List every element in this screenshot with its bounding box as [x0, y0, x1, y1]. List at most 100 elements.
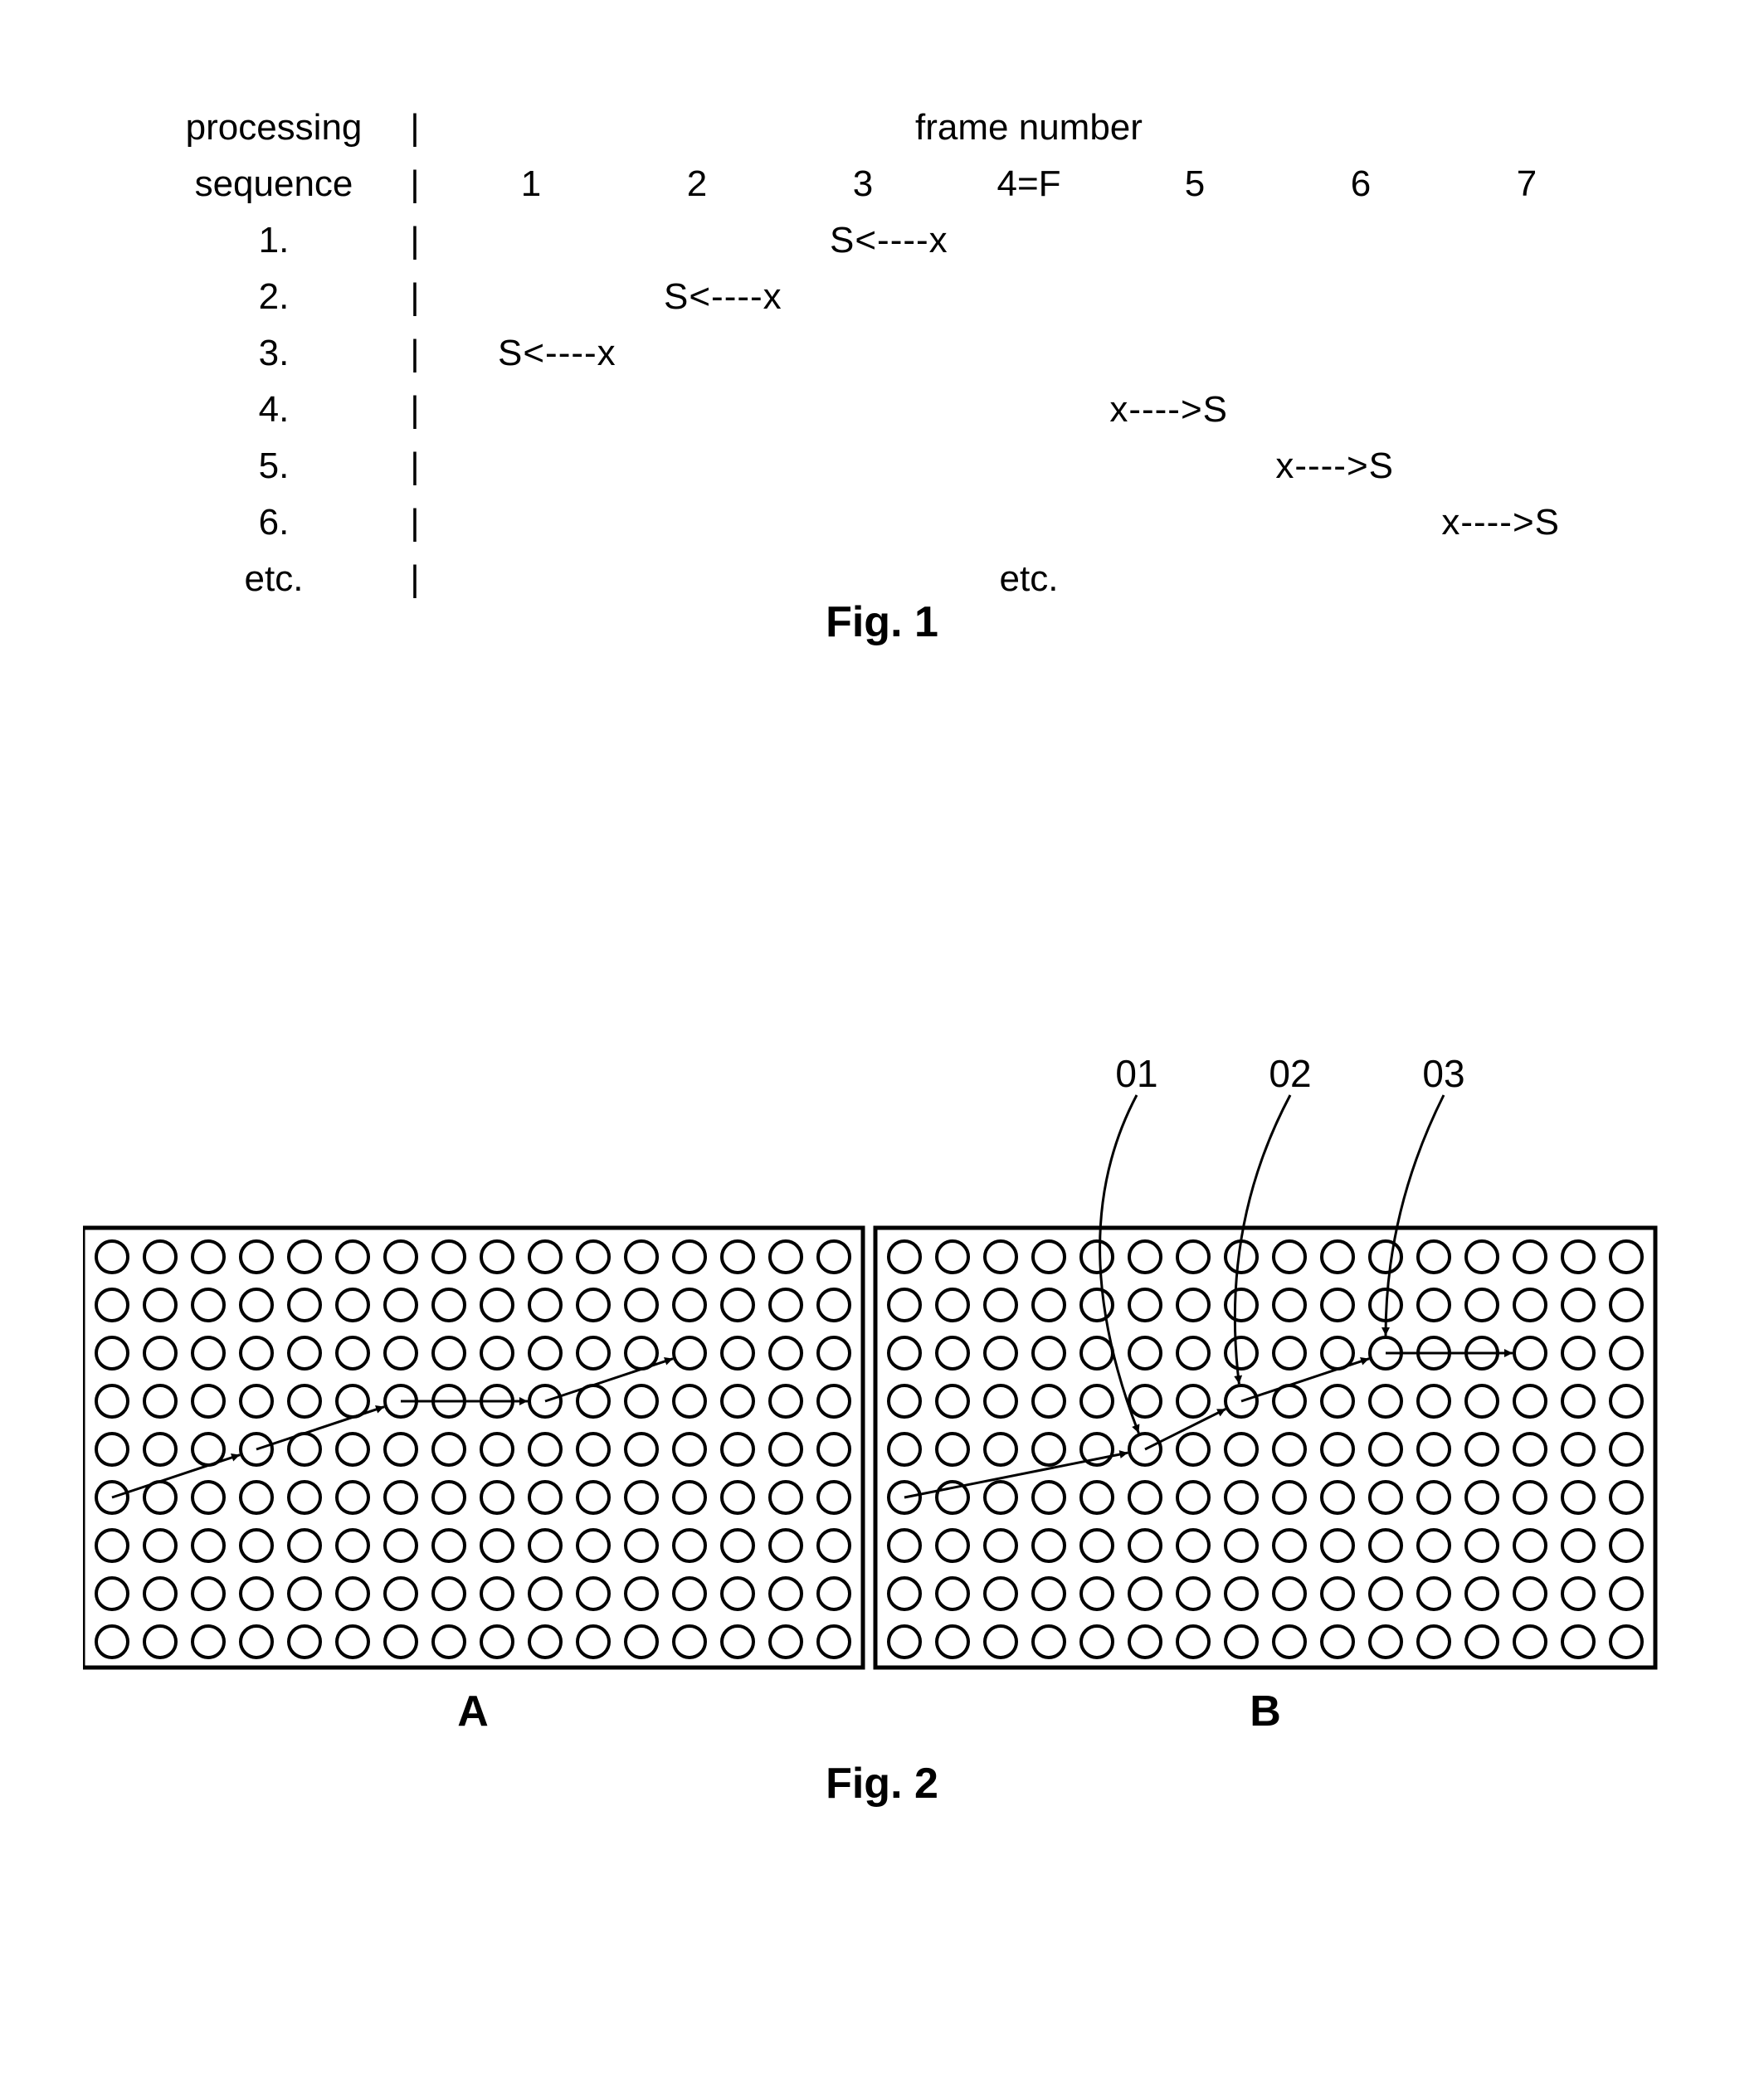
- grid-circle: [937, 1241, 968, 1273]
- grid-circle: [1466, 1289, 1498, 1321]
- grid-circle: [1611, 1385, 1642, 1417]
- grid-circle: [1177, 1626, 1209, 1658]
- grid-circle: [289, 1482, 320, 1513]
- grid-circle: [1418, 1385, 1450, 1417]
- grid-circle: [1226, 1482, 1257, 1513]
- callout-leader: [1386, 1095, 1444, 1336]
- grid-circle: [1177, 1530, 1209, 1561]
- grid-circle: [385, 1434, 417, 1465]
- fig1-cell: [780, 494, 946, 551]
- grid-circle: [529, 1241, 561, 1273]
- grid-circle: [818, 1289, 850, 1321]
- grid-circle: [626, 1241, 657, 1273]
- grid-circle: [770, 1289, 802, 1321]
- fig1-arrow-right: x---->S: [1278, 494, 1610, 551]
- grid-circle: [1226, 1337, 1257, 1369]
- grid-circle: [722, 1434, 753, 1465]
- fig1-cell: [448, 438, 614, 494]
- grid-circle: [1514, 1385, 1546, 1417]
- grid-circle: [433, 1289, 465, 1321]
- grid-circle: [577, 1530, 609, 1561]
- grid-circle: [337, 1337, 368, 1369]
- fig1-header-row-1: processing | frame number: [166, 100, 1610, 156]
- grid-circle: [770, 1434, 802, 1465]
- grid-circle: [385, 1578, 417, 1609]
- grid-circle: [1322, 1434, 1353, 1465]
- fig1-seq-label: 6.: [166, 494, 382, 551]
- fig1-cell: [946, 438, 1112, 494]
- grid-circle: [1177, 1385, 1209, 1417]
- grid-circle: [985, 1530, 1016, 1561]
- fig1-cell: [448, 494, 614, 551]
- grid-circle: [144, 1578, 176, 1609]
- grid-circle: [577, 1626, 609, 1658]
- fig1-row: 6.|x---->S: [166, 494, 1610, 551]
- fig1-frame-5: 5: [1112, 156, 1278, 212]
- fig1-seq-label: 1.: [166, 212, 382, 269]
- grid-circle: [1418, 1482, 1450, 1513]
- grid-circle: [1466, 1385, 1498, 1417]
- grid-circle: [433, 1530, 465, 1561]
- grid-circle: [674, 1289, 705, 1321]
- fig1-cell: [1112, 325, 1278, 382]
- grid-circle: [1418, 1578, 1450, 1609]
- grid-circle: [674, 1434, 705, 1465]
- grid-circle: [889, 1385, 920, 1417]
- grid-circle: [1226, 1434, 1257, 1465]
- fig1-table: processing | frame number sequence | 1 2…: [166, 100, 1610, 607]
- grid-circle: [937, 1626, 968, 1658]
- grid-circle: [722, 1578, 753, 1609]
- grid-circle: [241, 1289, 272, 1321]
- fig1-cell: [1278, 212, 1444, 269]
- grid-circle: [1033, 1337, 1065, 1369]
- grid-circle: [1274, 1626, 1305, 1658]
- grid-circle: [722, 1337, 753, 1369]
- grid-circle: [385, 1482, 417, 1513]
- grid-circle: [1226, 1530, 1257, 1561]
- grid-circle: [192, 1434, 224, 1465]
- grid-circle: [985, 1578, 1016, 1609]
- grid-circle: [1177, 1337, 1209, 1369]
- grid-circle: [1274, 1337, 1305, 1369]
- grid-circle: [337, 1530, 368, 1561]
- grid-circle: [1562, 1530, 1594, 1561]
- grid-circle: [96, 1530, 128, 1561]
- grid-circle: [385, 1530, 417, 1561]
- grid-circle: [241, 1530, 272, 1561]
- grid-circle: [144, 1385, 176, 1417]
- grid-circle: [1226, 1578, 1257, 1609]
- grid-circle: [1370, 1482, 1401, 1513]
- grid-circle: [722, 1530, 753, 1561]
- grid-circle: [1562, 1434, 1594, 1465]
- fig1-cell: [614, 438, 780, 494]
- grid-circle: [1418, 1289, 1450, 1321]
- grid-circle: [985, 1337, 1016, 1369]
- grid-circle: [1274, 1289, 1305, 1321]
- grid-circle: [889, 1241, 920, 1273]
- grid-circle: [433, 1241, 465, 1273]
- fig1-frame-3: 3: [780, 156, 946, 212]
- fig1-frame-6: 6: [1278, 156, 1444, 212]
- grid-circle: [192, 1385, 224, 1417]
- grid-circle: [577, 1434, 609, 1465]
- grid-circle: [1322, 1289, 1353, 1321]
- grid-circle: [481, 1626, 513, 1658]
- grid-circle: [818, 1626, 850, 1658]
- grid-circle: [770, 1241, 802, 1273]
- grid-circle: [1177, 1578, 1209, 1609]
- fig1-seq-label: 2.: [166, 269, 382, 325]
- grid-circle: [1033, 1434, 1065, 1465]
- grid-circle: [529, 1626, 561, 1658]
- fig1-frame-7: 7: [1444, 156, 1610, 212]
- grid-circle: [1177, 1241, 1209, 1273]
- fig1-caption: Fig. 1: [0, 597, 1764, 647]
- grid-circle: [1177, 1482, 1209, 1513]
- grid-circle: [889, 1289, 920, 1321]
- grid-circle: [1514, 1626, 1546, 1658]
- grid-circle: [1033, 1385, 1065, 1417]
- grid-circle: [1322, 1626, 1353, 1658]
- fig1-cell: [946, 494, 1112, 551]
- grid-circle: [433, 1578, 465, 1609]
- grid-circle: [770, 1385, 802, 1417]
- fig1-cell: [1112, 269, 1278, 325]
